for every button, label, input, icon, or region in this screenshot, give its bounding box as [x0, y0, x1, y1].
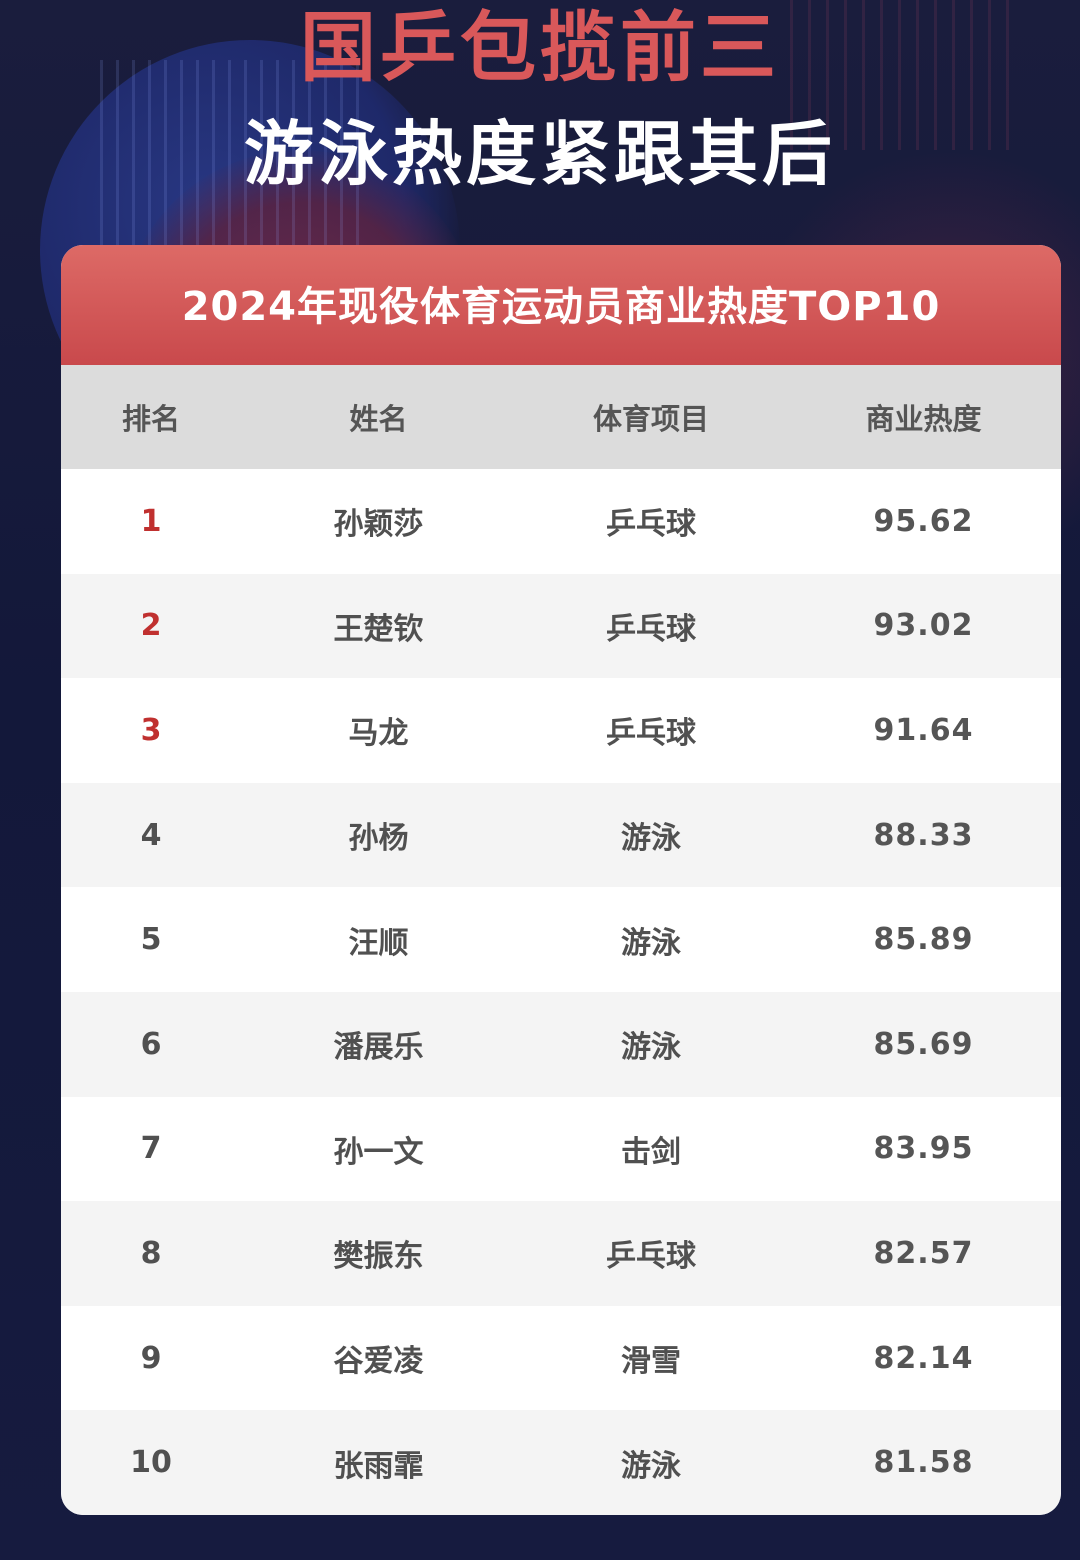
column-header-name: 姓名 [349, 402, 408, 436]
sport-cell: 滑雪 [621, 1344, 681, 1380]
table-row: 9 谷爱凌 滑雪 82.14 [61, 1305, 1061, 1411]
sport-cell: 游泳 [621, 821, 681, 857]
sport-cell: 乒乓球 [606, 507, 696, 543]
background-stripes-right [790, 0, 1020, 150]
name-cell: 马龙 [348, 716, 409, 752]
score-cell: 82.14 [873, 1340, 974, 1376]
table-row: 1 孙颖莎 乒乓球 95.62 [61, 469, 1061, 574]
table-row: 5 汪顺 游泳 85.89 [61, 887, 1061, 992]
table-row: 2 王楚钦 乒乓球 93.02 [61, 573, 1061, 679]
name-cell: 樊振东 [333, 1239, 424, 1275]
name-cell: 王楚钦 [333, 611, 424, 647]
background-stripes-left [100, 60, 360, 250]
table-row: 7 孙一文 击剑 83.95 [61, 1096, 1061, 1202]
score-cell: 83.95 [873, 1131, 974, 1167]
table-row: 4 孙杨 游泳 88.33 [61, 782, 1061, 888]
sport-cell: 游泳 [621, 1030, 681, 1066]
rank-cell: 6 [140, 1026, 162, 1062]
name-cell: 张雨霏 [333, 1448, 424, 1484]
rank-cell: 5 [140, 922, 162, 958]
sport-cell: 乒乓球 [606, 611, 696, 647]
name-cell: 孙一文 [333, 1134, 424, 1170]
score-cell: 88.33 [873, 817, 974, 853]
rank-cell: 3 [140, 712, 162, 748]
column-header-rank: 排名 [121, 402, 180, 436]
table-title: 2024年现役体育运动员商业热度TOP10 [61, 245, 1061, 365]
column-header-sport: 体育项目 [592, 402, 709, 436]
rank-cell: 4 [140, 817, 162, 853]
sport-cell: 击剑 [621, 1134, 681, 1170]
score-cell: 95.62 [873, 503, 974, 539]
score-cell: 85.89 [873, 922, 974, 958]
rank-cell: 9 [140, 1340, 162, 1376]
sport-cell: 游泳 [621, 925, 681, 961]
name-cell: 孙颖莎 [333, 507, 424, 543]
name-cell: 潘展乐 [333, 1030, 424, 1066]
score-cell: 82.57 [873, 1235, 974, 1271]
name-cell: 孙杨 [348, 821, 409, 857]
sport-cell: 乒乓球 [606, 1239, 696, 1275]
score-cell: 91.64 [873, 712, 974, 748]
score-cell: 85.69 [873, 1026, 974, 1062]
rank-cell: 8 [140, 1235, 162, 1271]
ranking-card: 2024年现役体育运动员商业热度TOP10 排名 姓名 体育项目 商业热度 1 … [61, 245, 1061, 1515]
score-cell: 81.58 [873, 1445, 974, 1481]
table-row: 6 潘展乐 游泳 85.69 [61, 991, 1061, 1097]
rank-cell: 10 [130, 1445, 172, 1481]
score-cell: 93.02 [873, 608, 974, 644]
column-header-score: 商业热度 [865, 402, 982, 436]
table-row: 10 张雨霏 游泳 81.58 [61, 1410, 1061, 1515]
headline-primary: 国乒包揽前三 [300, 3, 780, 92]
table-row: 3 马龙 乒乓球 91.64 [61, 678, 1061, 783]
rank-cell: 2 [140, 608, 162, 644]
name-cell: 汪顺 [348, 925, 409, 961]
table-header: 排名 姓名 体育项目 商业热度 [61, 365, 1061, 469]
name-cell: 谷爱凌 [333, 1344, 424, 1380]
sport-cell: 游泳 [621, 1448, 681, 1484]
rank-cell: 7 [140, 1131, 162, 1167]
table-row: 8 樊振东 乒乓球 82.57 [61, 1201, 1061, 1306]
rank-cell: 1 [140, 503, 162, 539]
headline-secondary: 游泳热度紧跟其后 [244, 113, 836, 195]
table-body: 1 孙颖莎 乒乓球 95.62 2 王楚钦 乒乓球 93.02 3 马龙 乒乓球… [61, 469, 1061, 1515]
sport-cell: 乒乓球 [606, 716, 696, 752]
